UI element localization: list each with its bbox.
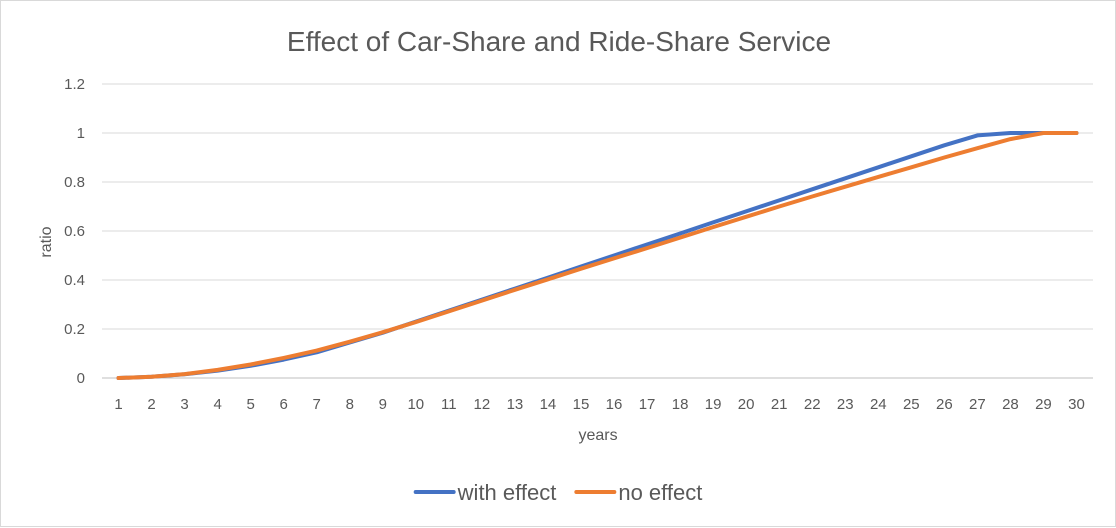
series-line-no-effect: [116, 131, 1079, 380]
x-tick-label: 14: [540, 396, 557, 413]
x-axis-tick-labels: 1 2 3 4 5 6 7 8 9 10 11 12 13 14 15 16 17 18 19 20 21 22 23 24 2…: [114, 396, 1084, 413]
x-tick-label: 9: [379, 396, 387, 413]
x-tick-label: 4: [213, 396, 221, 413]
y-axis-title: ratio: [38, 226, 55, 257]
x-tick-label: 24: [870, 396, 887, 413]
x-tick-label: 19: [705, 396, 722, 413]
x-tick-label: 2: [147, 396, 155, 413]
y-tick-label: 0.8: [64, 174, 85, 191]
x-tick-label: 8: [346, 396, 354, 413]
x-tick-label: 12: [474, 396, 491, 413]
y-tick-label: 1: [77, 125, 85, 142]
x-tick-label: 1: [114, 396, 122, 413]
x-tick-label: 15: [573, 396, 590, 413]
x-tick-label: 13: [507, 396, 524, 413]
x-tick-label: 23: [837, 396, 854, 413]
x-tick-label: 20: [738, 396, 755, 413]
x-axis-title: years: [578, 427, 617, 444]
x-tick-label: 27: [969, 396, 986, 413]
x-tick-label: 11: [441, 396, 457, 413]
x-tick-label: 18: [672, 396, 689, 413]
x-tick-label: 7: [313, 396, 321, 413]
y-tick-label: 0.2: [64, 321, 85, 338]
legend-label-with-effect: with effect: [457, 480, 557, 505]
y-axis-tick-labels: 0 0.2 0.4 0.6 0.8 1 1.2: [64, 76, 85, 387]
x-tick-label: 10: [407, 396, 424, 413]
x-tick-label: 3: [180, 396, 188, 413]
series-line-with-effect: [116, 131, 1079, 380]
x-tick-label: 22: [804, 396, 821, 413]
series-lines: [116, 131, 1079, 380]
legend: with effect no effect: [413, 480, 702, 505]
x-tick-label: 6: [280, 396, 288, 413]
x-tick-label: 25: [903, 396, 920, 413]
x-tick-label: 17: [639, 396, 656, 413]
y-tick-label: 0.4: [64, 272, 85, 289]
gridlines: [102, 83, 1093, 379]
legend-label-no-effect: no effect: [618, 480, 702, 505]
x-tick-label: 21: [771, 396, 788, 413]
y-tick-label: 1.2: [64, 76, 85, 93]
x-tick-label: 26: [936, 396, 953, 413]
x-tick-label: 5: [246, 396, 254, 413]
x-tick-label: 30: [1068, 396, 1085, 413]
chart-title: Effect of Car-Share and Ride-Share Servi…: [287, 26, 831, 57]
y-tick-label: 0.6: [64, 223, 85, 240]
x-tick-label: 29: [1035, 396, 1052, 413]
x-tick-label: 16: [606, 396, 623, 413]
x-tick-label: 28: [1002, 396, 1019, 413]
y-tick-label: 0: [77, 370, 85, 387]
